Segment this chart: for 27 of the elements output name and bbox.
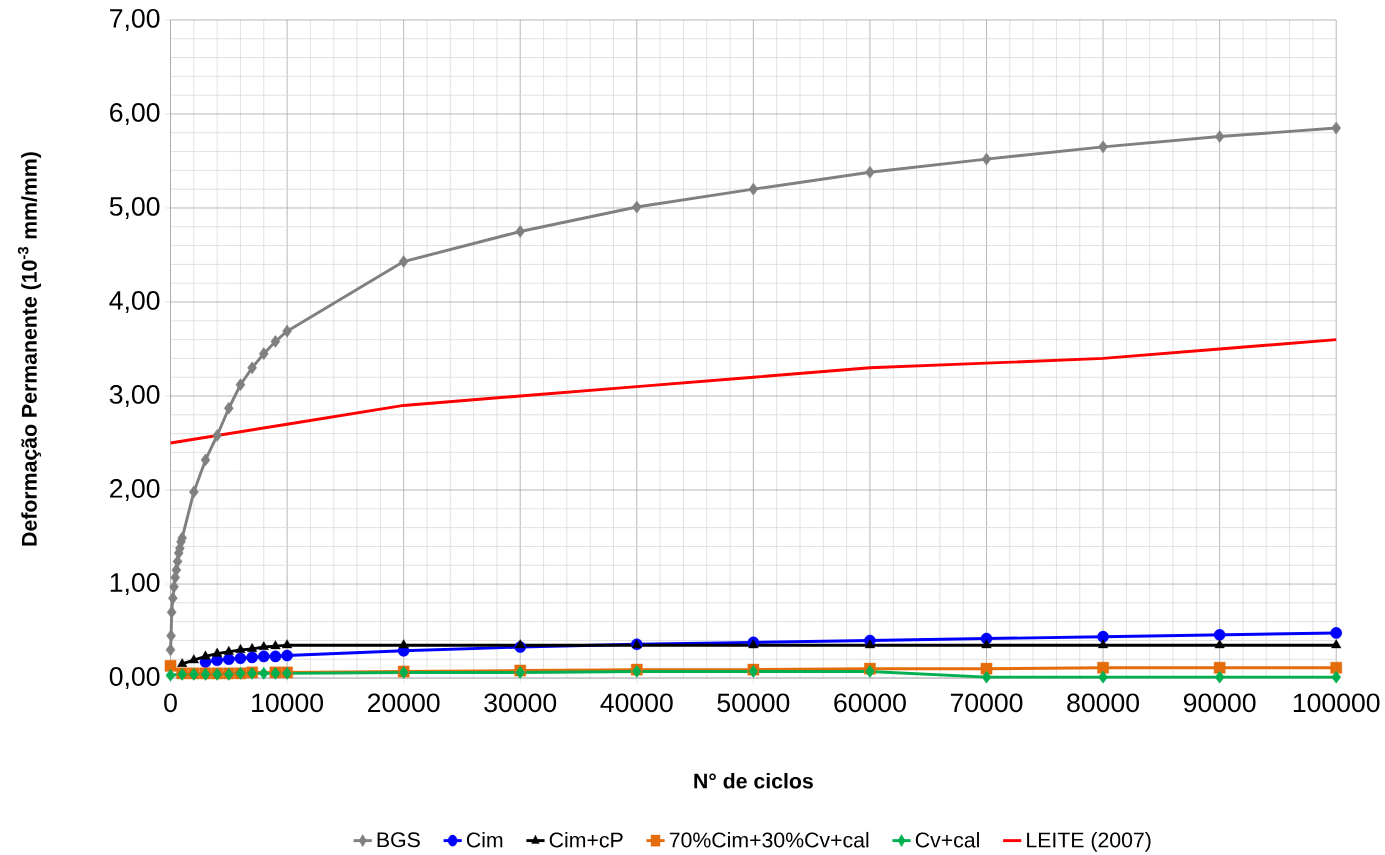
legend-label: LEITE (2007) xyxy=(1027,832,1151,852)
legend-label: 70%Cim+30%Cv+cal xyxy=(669,832,869,848)
x-tick-label: 100000 xyxy=(1293,693,1380,713)
x-tick-label: 0 xyxy=(164,693,177,713)
y-tick-label: 3,00 xyxy=(109,385,160,408)
legend-label: Cv+cal xyxy=(915,832,979,848)
x-tick-label: 50000 xyxy=(717,693,790,713)
x-tick-label: 70000 xyxy=(950,693,1023,713)
y-tick-label: 7,00 xyxy=(110,9,160,32)
x-tick-label: 80000 xyxy=(1067,693,1139,713)
y-axis-title: Deformação Permanente (10$^{-3}$ mm/mm) xyxy=(17,152,42,546)
x-tick-label: 20000 xyxy=(368,693,440,713)
legend-label: Cim+cP xyxy=(549,832,623,848)
x-axis-title: N° de ciclos xyxy=(694,773,813,789)
y-tick-label: 4,00 xyxy=(109,291,160,314)
legend-label: BGS xyxy=(377,832,420,848)
y-tick-label: 5,00 xyxy=(109,197,160,220)
y-tick-label: 0,00 xyxy=(109,667,160,690)
x-tick-label: 90000 xyxy=(1183,693,1256,713)
x-tick-label: 30000 xyxy=(484,693,557,713)
y-tick-label: 6,00 xyxy=(110,103,160,126)
legend-label: Cim xyxy=(466,832,503,848)
y-tick-label: 1,00 xyxy=(110,573,160,596)
x-tick-label: 40000 xyxy=(600,693,673,713)
x-tick-label: 10000 xyxy=(252,693,323,713)
y-tick-label: 2,00 xyxy=(110,479,160,502)
x-tick-label: 60000 xyxy=(834,693,906,713)
